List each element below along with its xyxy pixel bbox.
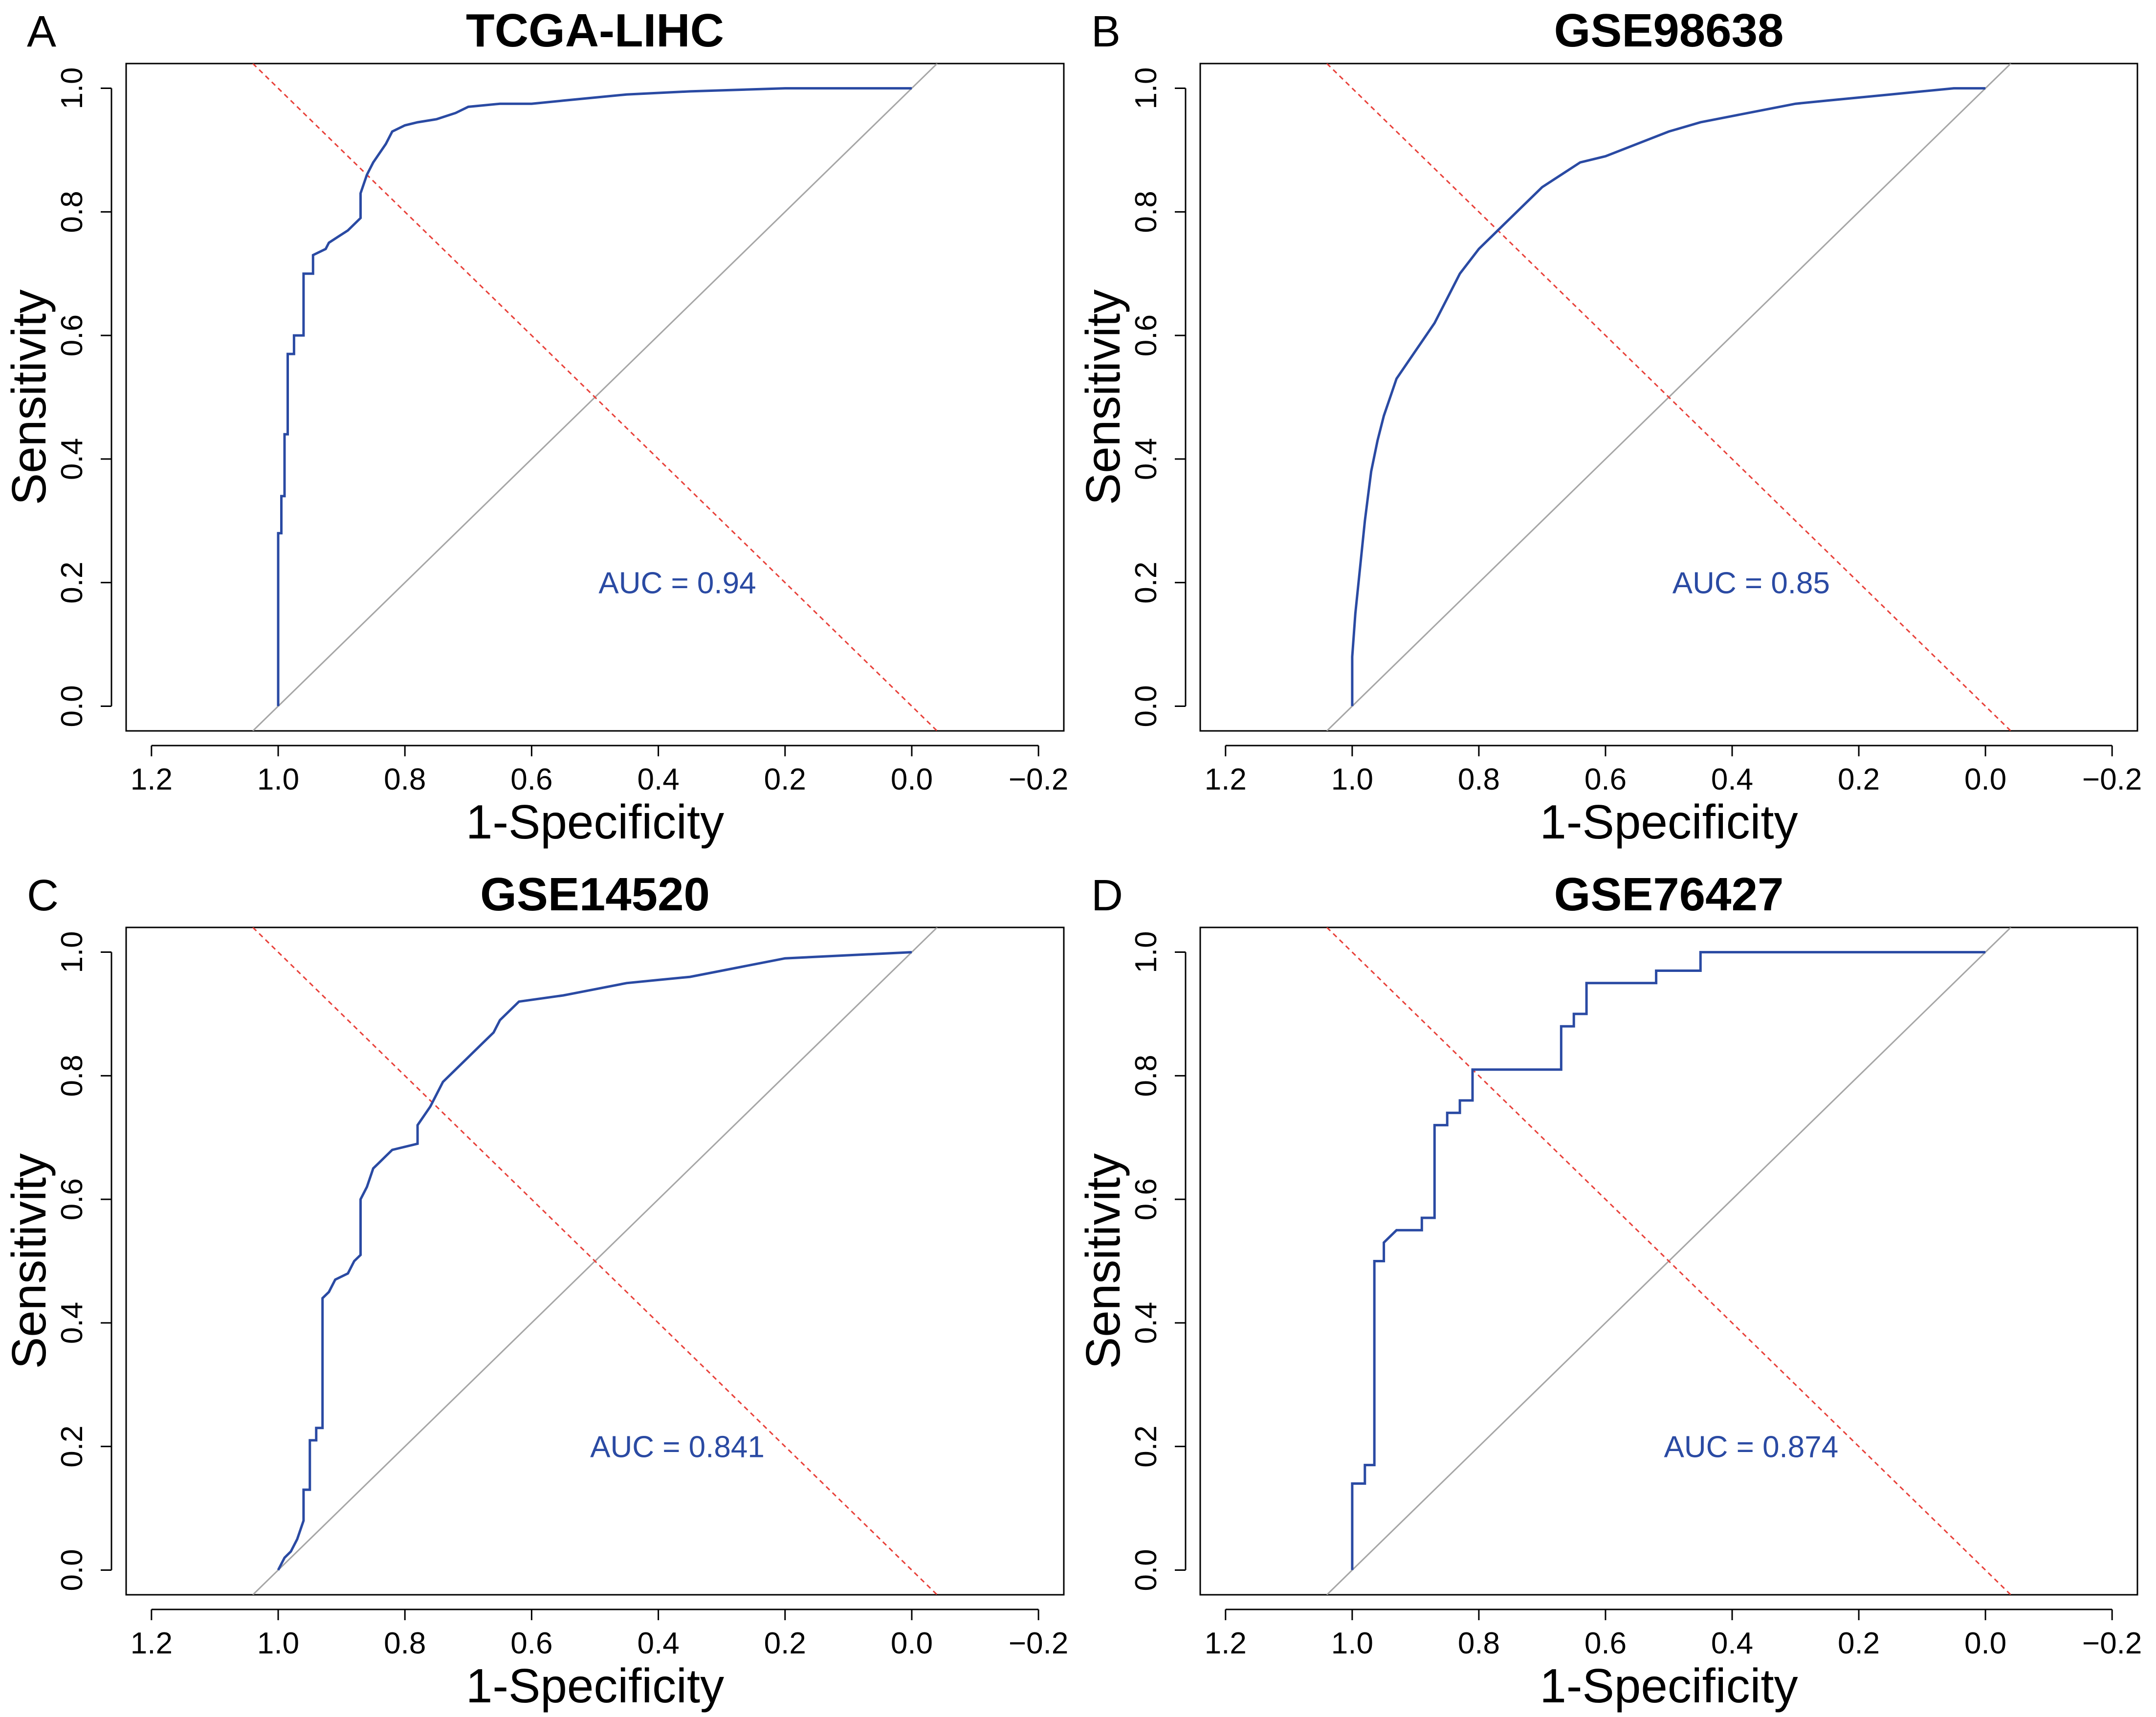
x-tick-label: 0.0: [891, 1627, 933, 1660]
y-tick-label: 0.4: [55, 438, 89, 480]
plot-frame: [125, 63, 1065, 732]
x-axis-label: 1-Specificity: [1540, 1659, 1798, 1713]
auc-label: AUC = 0.94: [598, 567, 756, 600]
chart-title: TCGA-LIHC: [466, 4, 724, 57]
x-tick-label: 0.2: [1838, 763, 1880, 796]
cutoff-line: [1326, 64, 2011, 731]
panel-d: D GSE76427 1.2 1.0 0.8 0.6 0.4 0.2 0.0 −0.2 0.0 0.2…: [1076, 868, 2142, 1713]
y-tick-label: 0.2: [1129, 562, 1163, 604]
x-tick-label: 1.0: [257, 763, 299, 796]
y-tick-label: 0.0: [55, 1549, 89, 1591]
panel-letter: C: [27, 871, 59, 920]
x-axis-label: 1-Specificity: [1540, 795, 1798, 849]
auc-label: AUC = 0.874: [1664, 1431, 1839, 1464]
x-tick-label: 0.6: [1584, 763, 1627, 796]
y-tick-label: 0.4: [1129, 438, 1163, 480]
x-axis-label: 1-Specificity: [466, 795, 724, 849]
cutoff-line: [1326, 927, 2011, 1595]
panel-b: B GSE98638 1.2 1.0 0.8 0.6 0.4 0.2 0.0 −0.2 0.0 0.2…: [1076, 4, 2142, 849]
plot-frame: [1199, 926, 2138, 1596]
auc-label: AUC = 0.841: [590, 1431, 765, 1464]
y-tick-label: 0.6: [1129, 1178, 1163, 1220]
y-tick-label: 0.0: [1129, 1549, 1163, 1591]
roc-curve: [277, 87, 912, 706]
x-tick-label: 0.0: [1964, 1627, 2006, 1660]
x-tick-label: 0.6: [510, 1627, 552, 1660]
plot-frame: [1199, 63, 2138, 732]
x-tick-label: 0.0: [1964, 763, 2006, 796]
x-tick-label: 0.2: [764, 763, 806, 796]
y-tick-label: 0.4: [1129, 1302, 1163, 1344]
y-tick-label: 1.0: [55, 931, 89, 973]
cutoff-line: [252, 927, 938, 1595]
y-axis-label: Sensitivity: [1076, 1153, 1130, 1369]
x-tick-label: 1.2: [131, 1627, 173, 1660]
panel-letter: D: [1091, 871, 1123, 920]
chart-title: GSE14520: [480, 868, 710, 921]
panel-letter: A: [27, 7, 56, 56]
x-tick-label: −0.2: [2082, 1627, 2142, 1660]
x-tick-label: 0.8: [384, 1627, 426, 1660]
x-tick-label: 0.4: [637, 763, 679, 796]
x-tick-label: 0.2: [764, 1627, 806, 1660]
y-tick-label: 0.8: [1129, 1055, 1163, 1097]
y-tick-label: 0.0: [1129, 685, 1163, 727]
x-tick-label: 0.8: [1458, 1627, 1500, 1660]
x-tick-label: 0.8: [1458, 763, 1500, 796]
y-tick-label: 1.0: [1129, 67, 1163, 109]
x-axis-label: 1-Specificity: [466, 1659, 724, 1713]
y-tick-label: 0.8: [55, 1055, 89, 1097]
x-tick-label: 0.6: [1584, 1627, 1627, 1660]
y-tick-label: 0.0: [55, 685, 89, 727]
plot-area: [1326, 64, 2011, 731]
roc-curve: [1351, 87, 1986, 706]
panel-letter: B: [1091, 7, 1121, 56]
x-tick-label: 0.2: [1838, 1627, 1880, 1660]
y-tick-label: 0.2: [55, 1426, 89, 1468]
roc-curve: [277, 951, 912, 1571]
y-axis-label: Sensitivity: [2, 1153, 56, 1369]
y-axis-label: Sensitivity: [2, 289, 56, 505]
y-axis-label: Sensitivity: [1076, 289, 1130, 505]
x-tick-label: −0.2: [1009, 763, 1068, 796]
y-tick-label: 0.8: [55, 191, 89, 233]
y-tick-label: 1.0: [55, 67, 89, 109]
y-tick-label: 1.0: [1129, 931, 1163, 973]
y-tick-label: 0.2: [55, 562, 89, 604]
plot-area: [252, 64, 938, 731]
chart-title: GSE76427: [1554, 868, 1784, 921]
y-tick-label: 0.4: [55, 1302, 89, 1344]
x-tick-label: 1.0: [257, 1627, 299, 1660]
x-tick-label: 0.4: [637, 1627, 679, 1660]
x-tick-label: 0.8: [384, 763, 426, 796]
auc-label: AUC = 0.85: [1672, 567, 1830, 600]
x-tick-label: 0.6: [510, 763, 552, 796]
x-tick-label: 0.4: [1711, 763, 1753, 796]
x-tick-label: 1.2: [131, 763, 173, 796]
y-tick-label: 0.6: [55, 1178, 89, 1220]
x-tick-label: −0.2: [1009, 1627, 1068, 1660]
x-tick-label: 0.0: [891, 763, 933, 796]
y-tick-label: 0.2: [1129, 1426, 1163, 1468]
x-tick-label: 1.0: [1331, 1627, 1373, 1660]
x-tick-label: −0.2: [2082, 763, 2142, 796]
y-tick-label: 0.8: [1129, 191, 1163, 233]
panel-a: A TCGA-LIHC 1.2 1.0 0.8 0.6 0.4 0.2 0.0 −0.2 0.0 0.…: [2, 4, 1068, 849]
y-tick-label: 0.6: [1129, 314, 1163, 356]
x-tick-label: 1.0: [1331, 763, 1373, 796]
x-tick-label: 1.2: [1205, 763, 1247, 796]
plot-area: [1326, 927, 2011, 1595]
roc-curve: [1351, 951, 1986, 1570]
x-tick-label: 1.2: [1205, 1627, 1247, 1660]
plot-frame: [125, 926, 1065, 1596]
x-tick-label: 0.4: [1711, 1627, 1753, 1660]
plot-area: [252, 927, 938, 1595]
chart-title: GSE98638: [1554, 4, 1784, 57]
panel-c: C GSE14520 1.2 1.0 0.8 0.6 0.4 0.2 0.0 −0.2 0.0 0.2…: [2, 868, 1068, 1713]
y-tick-label: 0.6: [55, 314, 89, 356]
